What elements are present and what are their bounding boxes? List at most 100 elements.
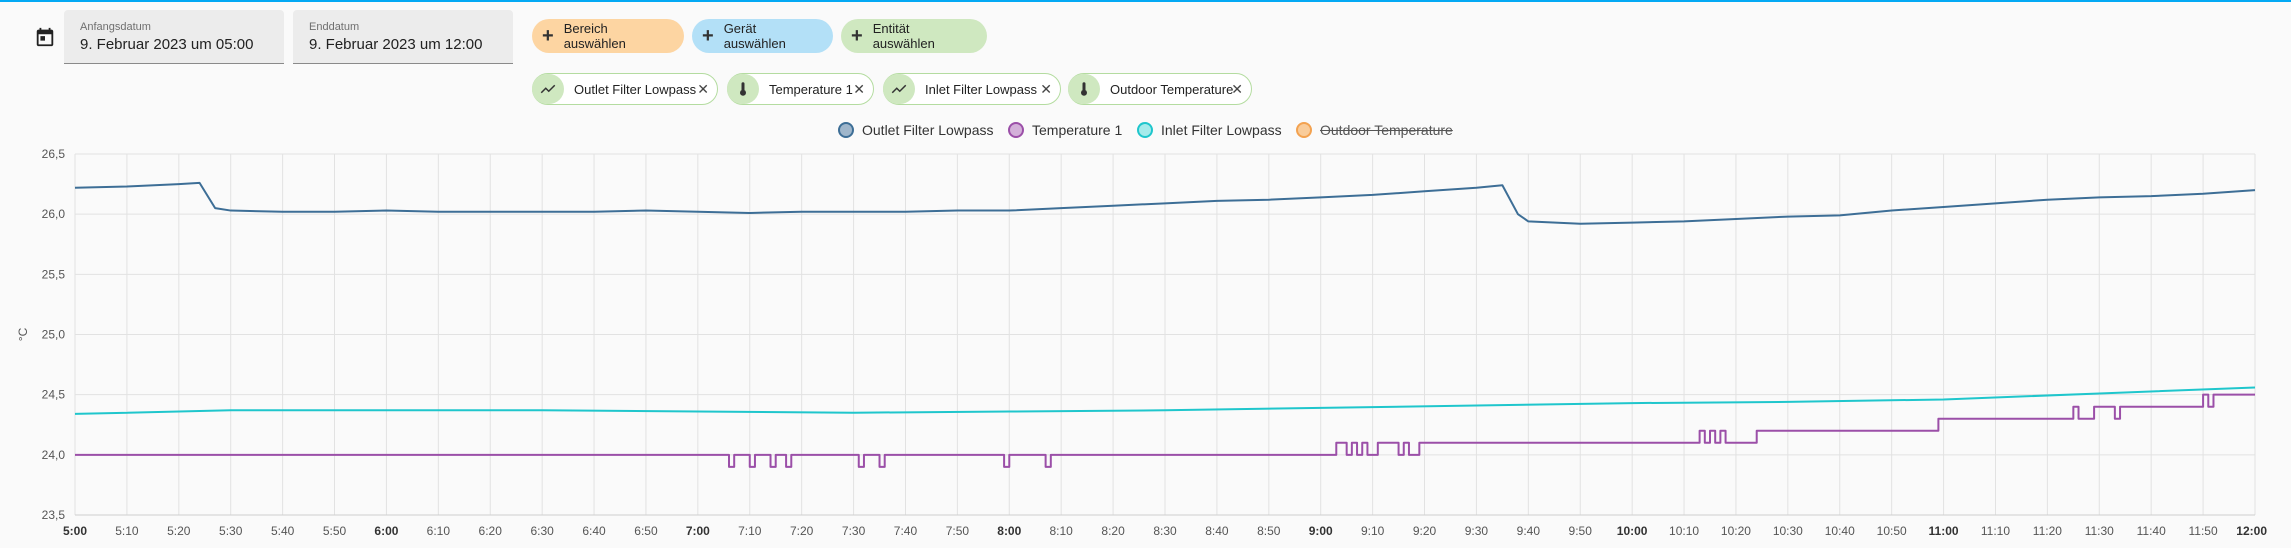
x-tick-label: 8:40 — [1205, 524, 1229, 538]
end-date-field[interactable]: Enddatum 9. Februar 2023 um 12:00 — [293, 10, 513, 64]
x-tick-label: 11:30 — [2085, 524, 2114, 538]
x-tick-label: 5:40 — [271, 524, 295, 538]
entity-chip-label: Temperature 1 — [769, 81, 853, 97]
legend-item-outlet-filter[interactable]: Outlet Filter Lowpass — [838, 120, 994, 140]
x-tick-label: 10:40 — [1825, 524, 1855, 538]
x-tick-label: 5:00 — [63, 524, 87, 538]
series-line-temperature-1 — [75, 393, 2255, 468]
series-line-outlet-filter-lowpass — [74, 181, 2256, 225]
top-accent-line — [0, 0, 2291, 2]
select-area-button[interactable]: + Bereich auswählen — [532, 19, 684, 53]
x-tick-label: 7:00 — [686, 524, 710, 538]
start-date-label: Anfangsdatum — [80, 21, 151, 33]
x-tick-label: 5:30 — [219, 524, 243, 538]
select-area-label: Bereich auswählen — [563, 21, 626, 51]
x-tick-label: 6:00 — [374, 524, 398, 538]
legend-dot — [1296, 122, 1312, 138]
x-tick-label: 9:30 — [1465, 524, 1489, 538]
plus-icon: + — [542, 25, 554, 47]
calendar-icon[interactable] — [34, 26, 56, 48]
close-icon[interactable]: ✕ — [1040, 81, 1052, 97]
y-tick-label: 26,5 — [42, 147, 66, 161]
legend-item-inlet-filter[interactable]: Inlet Filter Lowpass — [1137, 120, 1282, 140]
x-tick-label: 6:30 — [530, 524, 554, 538]
entity-chip-label: Outlet Filter Lowpass — [574, 81, 697, 97]
chart-line-icon — [532, 74, 564, 104]
entity-chip-temperature-1[interactable]: Temperature 1 ✕ — [727, 73, 874, 105]
legend-label: Temperature 1 — [1032, 122, 1123, 138]
entity-chip-label: Outdoor Temperature — [1110, 81, 1234, 97]
x-tick-label: 9:50 — [1569, 524, 1593, 538]
x-tick-label: 8:10 — [1050, 524, 1074, 538]
select-entity-label: Entität auswählen — [872, 21, 935, 51]
end-date-label: Enddatum — [309, 21, 360, 33]
history-chart[interactable]: 26,5 26,0 25,5 25,0 24,5 24,0 23,5 5:00 5:10 5:20… — [0, 140, 2291, 548]
x-tick-label: 10:50 — [1877, 524, 1907, 538]
x-tick-label: 7:20 — [790, 524, 814, 538]
x-tick-label: 8:30 — [1153, 524, 1177, 538]
legend-label: Outlet Filter Lowpass — [862, 122, 994, 138]
x-tick-label: 7:40 — [894, 524, 918, 538]
legend-label: Inlet Filter Lowpass — [1161, 122, 1282, 138]
x-tick-label: 8:20 — [1101, 524, 1125, 538]
x-tick-label: 9:40 — [1517, 524, 1541, 538]
x-tick-label: 7:50 — [946, 524, 970, 538]
x-tick-label: 6:50 — [634, 524, 658, 538]
entity-chip-inlet-filter[interactable]: Inlet Filter Lowpass ✕ — [883, 73, 1061, 105]
x-tick-label: 10:00 — [1617, 524, 1648, 538]
thermometer-icon — [727, 74, 759, 104]
close-icon[interactable]: ✕ — [697, 81, 709, 97]
entity-chip-outdoor-temperature[interactable]: Outdoor Temperature ✕ — [1068, 73, 1252, 105]
y-tick-label: 24,0 — [42, 448, 66, 462]
y-tick-label: 25,5 — [42, 267, 66, 281]
x-tick-label: 6:10 — [427, 524, 451, 538]
x-tick-label: 11:10 — [1981, 524, 2010, 538]
x-tick-label: 10:20 — [1721, 524, 1751, 538]
x-tick-label: 5:10 — [115, 524, 139, 538]
y-tick-label: 26,0 — [42, 207, 66, 221]
y-axis-label: °C — [16, 327, 30, 341]
chart-line-icon — [883, 74, 915, 104]
legend-dot — [1008, 122, 1024, 138]
start-date-value: 9. Februar 2023 um 05:00 — [80, 36, 254, 53]
y-tick-label: 24,5 — [42, 388, 66, 402]
end-date-value: 9. Februar 2023 um 12:00 — [309, 36, 483, 53]
start-date-field[interactable]: Anfangsdatum 9. Februar 2023 um 05:00 — [64, 10, 284, 64]
x-tick-label: 8:50 — [1257, 524, 1281, 538]
x-tick-label: 11:00 — [1929, 524, 1959, 538]
plus-icon: + — [851, 25, 863, 47]
select-device-button[interactable]: + Gerät auswählen — [692, 19, 833, 53]
legend-label: Outdoor Temperature — [1320, 122, 1453, 138]
x-tick-label: 5:20 — [167, 524, 191, 538]
select-device-label: Gerät auswählen — [723, 21, 786, 51]
x-tick-label: 9:00 — [1309, 524, 1333, 538]
close-icon[interactable]: ✕ — [1231, 81, 1243, 97]
legend-dot — [1137, 122, 1153, 138]
x-tick-label: 10:10 — [1669, 524, 1699, 538]
x-tick-label: 7:10 — [738, 524, 762, 538]
legend-dot — [838, 122, 854, 138]
entity-chip-label: Inlet Filter Lowpass — [925, 81, 1037, 97]
x-tick-label: 9:10 — [1361, 524, 1385, 538]
plus-icon: + — [702, 25, 714, 47]
legend-item-temperature-1[interactable]: Temperature 1 — [1008, 120, 1122, 140]
x-tick-label: 11:50 — [2189, 524, 2218, 538]
y-tick-label: 25,0 — [42, 328, 66, 342]
x-tick-label: 11:40 — [2137, 524, 2166, 538]
series-line-inlet-filter-lowpass — [74, 386, 2256, 415]
x-tick-label: 6:40 — [582, 524, 606, 538]
x-tick-label: 10:30 — [1773, 524, 1803, 538]
y-tick-label: 23,5 — [42, 508, 66, 522]
x-tick-label: 12:00 — [2236, 524, 2267, 538]
legend-item-outdoor-temperature[interactable]: Outdoor Temperature — [1296, 120, 1453, 140]
select-entity-button[interactable]: + Entität auswählen — [841, 19, 987, 53]
x-tick-label: 9:20 — [1413, 524, 1437, 538]
thermometer-icon — [1068, 74, 1100, 104]
x-tick-label: 6:20 — [479, 524, 503, 538]
close-icon[interactable]: ✕ — [853, 81, 865, 97]
x-tick-label: 8:00 — [997, 524, 1021, 538]
x-tick-label: 5:50 — [323, 524, 347, 538]
x-tick-label: 11:20 — [2033, 524, 2062, 538]
entity-chip-outlet-filter[interactable]: Outlet Filter Lowpass ✕ — [532, 73, 718, 105]
x-tick-label: 7:30 — [842, 524, 866, 538]
